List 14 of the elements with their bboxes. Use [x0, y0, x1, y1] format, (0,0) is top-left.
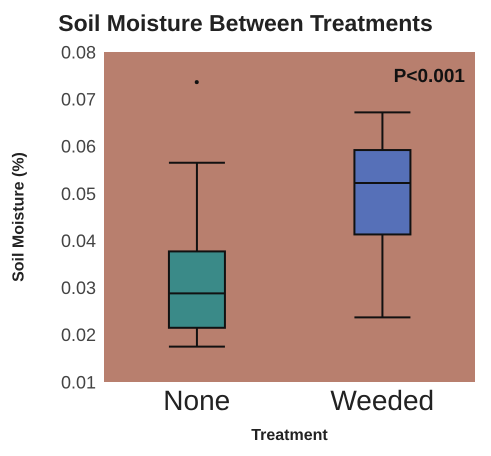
- y-tick-label: 0.07: [60, 90, 96, 110]
- y-tick-label: 0.01: [60, 372, 96, 392]
- y-tick-label: 0.08: [60, 42, 96, 62]
- x-axis-title: Treatment: [251, 427, 328, 444]
- x-tick-label: Weeded: [330, 384, 434, 416]
- y-tick-label: 0.02: [60, 325, 96, 346]
- y-tick-label: 0.05: [60, 184, 96, 204]
- x-tick-label: None: [163, 384, 230, 416]
- y-tick-label: 0.06: [60, 136, 96, 157]
- y-tick-label: 0.04: [60, 230, 96, 251]
- chart-title: Soil Moisture Between Treatments: [57, 9, 434, 38]
- y-tick-label: 0.03: [60, 278, 96, 298]
- y-axis-title: Soil Moisture (%): [10, 152, 28, 282]
- annotation: P<0.001: [394, 66, 465, 88]
